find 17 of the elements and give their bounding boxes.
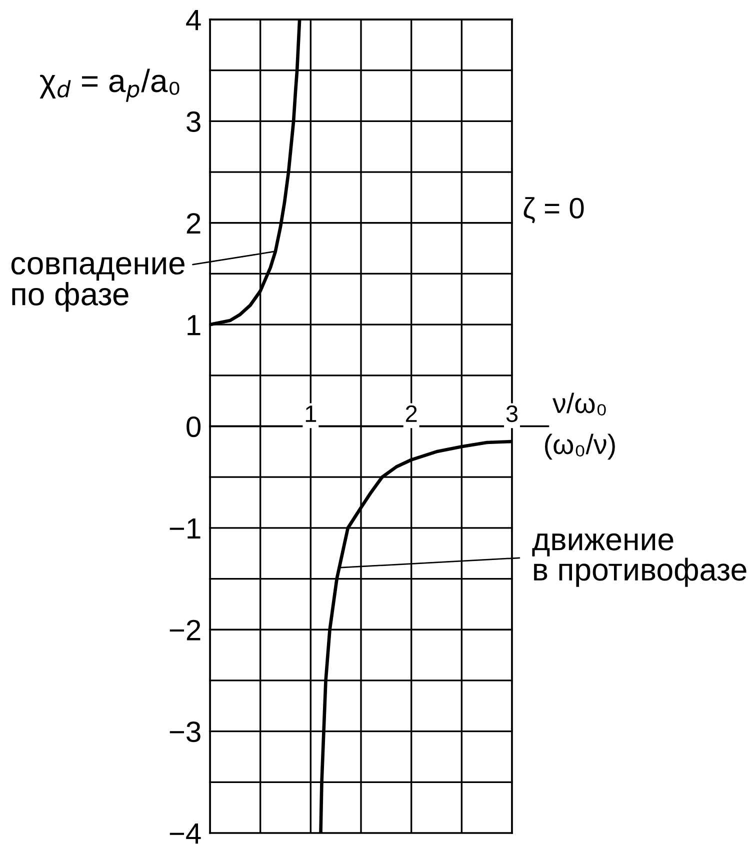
annotation: движение в противофазе — [532, 533, 746, 587]
x-tick-label: 3 — [506, 405, 518, 422]
y-tick-label: 4 — [186, 10, 201, 30]
y-tick-label: 3 — [186, 111, 200, 132]
y-tick-label: −4 — [170, 824, 201, 844]
x-tick-label: 2 — [406, 405, 417, 422]
y-tick-label: 1 — [188, 315, 200, 336]
y-axis-title: χ$_{d}$ = a$_{p}$/a₀ — [40, 68, 180, 102]
annotation: совпадение по фазе — [11, 257, 184, 312]
y-tick-label: 2 — [186, 213, 200, 234]
y-tick-label: 0 — [186, 416, 201, 438]
x-axis-title: ν/ω₀ (ω₀/ν) — [545, 392, 615, 460]
text: ζ = 0 — [524, 197, 584, 224]
y-tick-label: −1 — [170, 518, 200, 539]
y-tick-label: −2 — [170, 620, 200, 640]
x-tick-label: 1 — [306, 406, 316, 422]
y-tick-label: −3 — [170, 722, 200, 742]
